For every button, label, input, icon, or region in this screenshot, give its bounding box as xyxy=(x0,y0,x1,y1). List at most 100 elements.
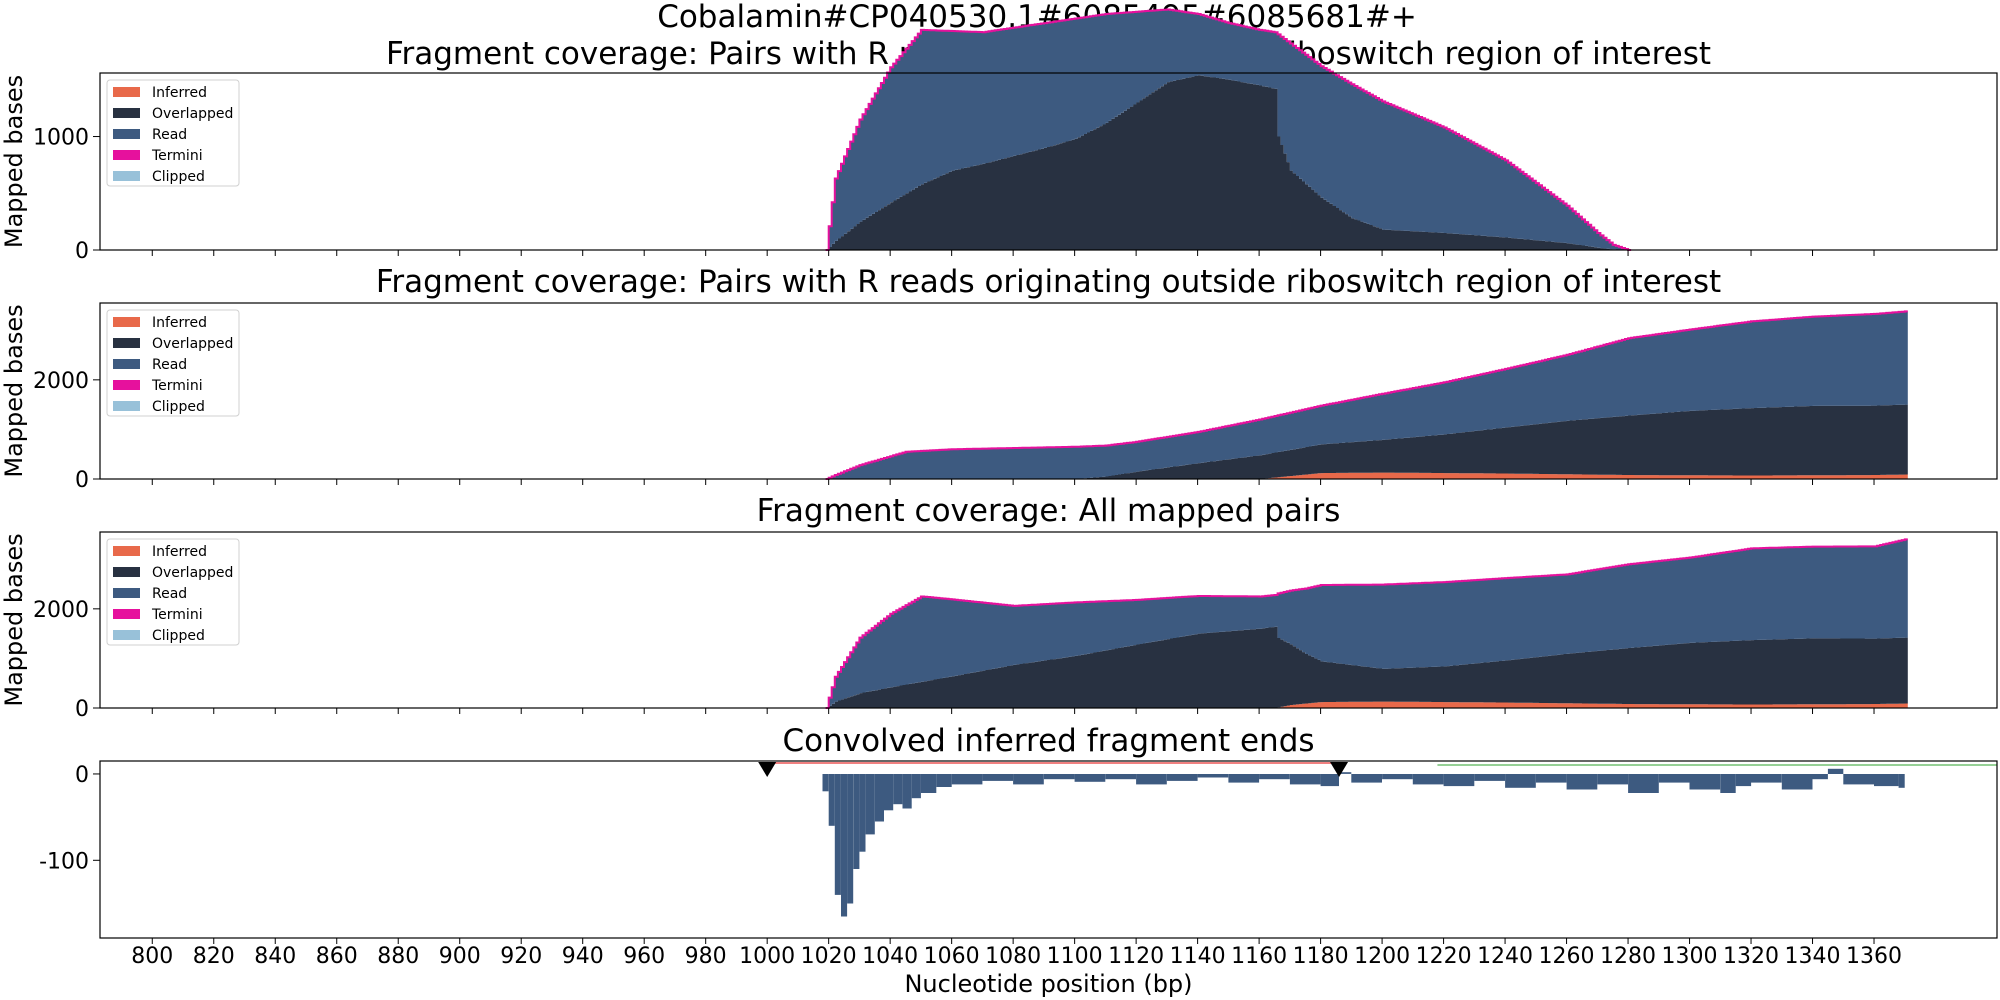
bar xyxy=(1781,774,1813,790)
x-tick-label: 840 xyxy=(254,944,296,969)
x-tick-label: 860 xyxy=(316,944,358,969)
bar xyxy=(859,774,866,852)
legend-swatch-termini xyxy=(113,609,140,619)
series-area-inferred xyxy=(825,701,1908,708)
bar xyxy=(1351,774,1382,783)
legend-label-clipped: Clipped xyxy=(152,399,205,415)
bar xyxy=(1535,774,1567,783)
series-area-overlapped xyxy=(825,404,1908,479)
legend-label-inferred: Inferred xyxy=(152,85,207,101)
y-tick-label: 0 xyxy=(75,468,89,493)
legend-swatch-inferred xyxy=(113,87,140,97)
panel-title: Fragment coverage: All mapped pairs xyxy=(757,493,1341,529)
x-tick-label: 1000 xyxy=(739,944,795,969)
x-tick-label: 1180 xyxy=(1293,944,1349,969)
bar xyxy=(911,774,921,799)
x-tick-label: 920 xyxy=(500,944,542,969)
panel-title: Fragment coverage: Pairs with R reads or… xyxy=(376,264,1721,300)
x-tick-label: 1120 xyxy=(1108,944,1164,969)
bar xyxy=(1043,774,1075,780)
bar xyxy=(841,774,848,917)
legend-label-termini: Termini xyxy=(151,378,203,394)
bar xyxy=(1136,774,1167,785)
plot-frame xyxy=(99,531,1998,709)
legend-swatch-overlapped xyxy=(113,567,140,577)
legend-label-termini: Termini xyxy=(151,607,203,623)
bar xyxy=(1735,774,1752,787)
bar xyxy=(1228,774,1260,783)
bar xyxy=(847,774,854,904)
series-area-read xyxy=(825,539,1908,708)
bar xyxy=(1689,774,1721,790)
legend-label-inferred: Inferred xyxy=(152,315,207,331)
bar xyxy=(834,774,841,895)
marker-triangle xyxy=(758,762,777,777)
series-area-overlapped xyxy=(825,75,1632,250)
series-area-overlapped xyxy=(825,626,1908,708)
bar xyxy=(1812,774,1828,780)
x-tick-label: 1060 xyxy=(924,944,980,969)
x-tick-label: 800 xyxy=(131,944,173,969)
x-tick-label: 940 xyxy=(562,944,604,969)
bar xyxy=(1259,774,1290,780)
bar xyxy=(1320,774,1339,787)
series-termini-edge xyxy=(825,538,1908,709)
series-termini-edge xyxy=(825,8,1632,251)
y-tick-label: 0 xyxy=(75,697,89,722)
bar xyxy=(1751,774,1782,783)
bar xyxy=(822,774,829,792)
bar xyxy=(1166,774,1198,781)
panel-3: Fragment coverage: All mapped pairs Infer… xyxy=(0,493,1998,722)
x-tick-label: 1340 xyxy=(1785,944,1841,969)
bar xyxy=(1874,774,1899,787)
panel-4: Convolved inferred fragment ends 0 -100 xyxy=(39,723,1998,944)
x-tick-label: 900 xyxy=(439,944,481,969)
series-termini-edge xyxy=(825,310,1908,480)
marker-triangle xyxy=(1330,762,1349,777)
bar xyxy=(1412,774,1444,785)
x-tick-label: 820 xyxy=(193,944,235,969)
bar xyxy=(1843,774,1874,785)
bar xyxy=(874,774,884,822)
legend-label-clipped: Clipped xyxy=(152,628,205,644)
y-axis-label: Mapped bases xyxy=(0,304,28,477)
y-tick-label: 0 xyxy=(75,239,89,264)
bar xyxy=(865,774,875,835)
panel-title: Convolved inferred fragment ends xyxy=(782,723,1314,759)
x-tick-label: 1220 xyxy=(1416,944,1472,969)
legend-swatch-read xyxy=(113,129,140,139)
bar xyxy=(884,774,894,811)
x-tick-label: 880 xyxy=(377,944,419,969)
bar xyxy=(1720,774,1736,793)
x-axis-label: Nucleotide position (bp) xyxy=(904,970,1192,998)
plot-frame xyxy=(99,760,1998,939)
bar xyxy=(1827,768,1844,774)
legend-label-termini: Termini xyxy=(151,148,203,164)
legend-label-read: Read xyxy=(152,357,187,373)
legend-label-read: Read xyxy=(152,586,187,602)
bar xyxy=(893,774,903,805)
legend-swatch-clipped xyxy=(113,171,140,181)
bar xyxy=(902,774,912,809)
bar xyxy=(1197,774,1229,778)
bar xyxy=(1013,774,1044,785)
x-tick-label: 1020 xyxy=(801,944,857,969)
y-tick-label: -100 xyxy=(39,849,89,874)
x-tick-label: 1040 xyxy=(862,944,918,969)
bar xyxy=(1566,774,1598,790)
x-tick-label: 1360 xyxy=(1846,944,1902,969)
legend-swatch-read xyxy=(113,588,140,598)
legend-swatch-termini xyxy=(113,150,140,160)
x-tick-label: 1320 xyxy=(1723,944,1779,969)
bar xyxy=(1105,774,1137,780)
bar xyxy=(982,774,1014,781)
bar xyxy=(828,774,835,826)
legend-swatch-overlapped xyxy=(113,338,140,348)
legend-label-inferred: Inferred xyxy=(152,544,207,560)
y-tick-label: 1000 xyxy=(33,126,89,151)
bar xyxy=(936,774,952,787)
panel-2: Fragment coverage: Pairs with R reads or… xyxy=(0,264,1998,493)
bar xyxy=(1289,774,1321,785)
x-tick-label: 1140 xyxy=(1170,944,1226,969)
bar xyxy=(1505,774,1536,788)
